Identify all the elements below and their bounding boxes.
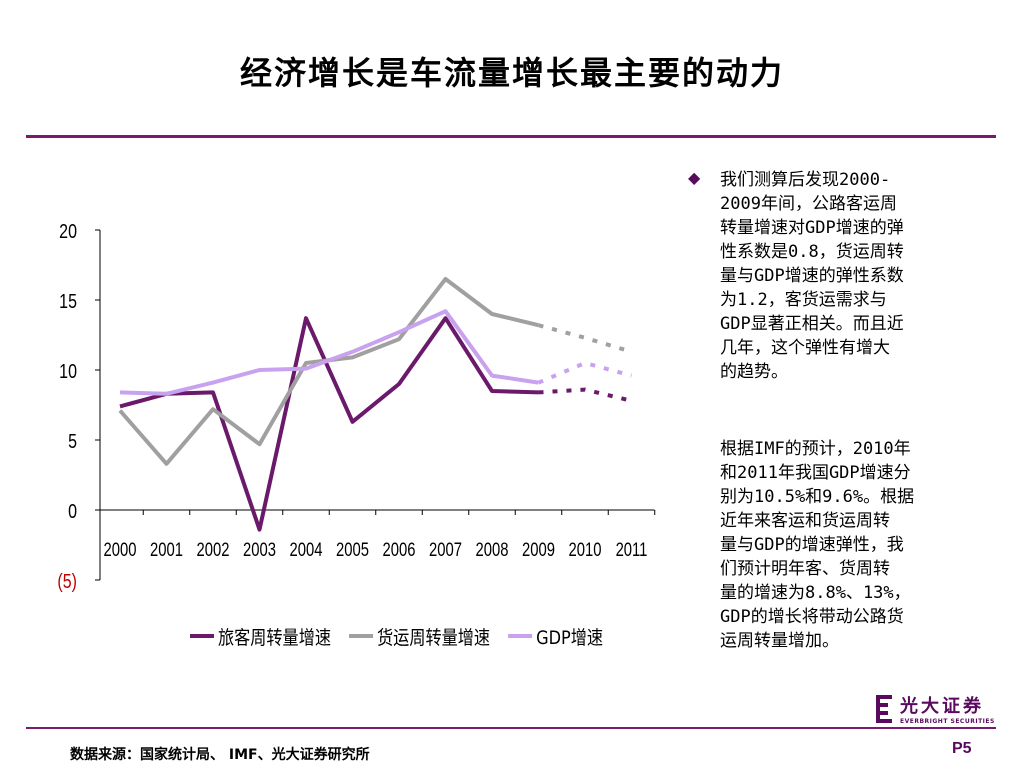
series-forecast-line	[537, 360, 633, 385]
x-tick-label: 2008	[476, 539, 509, 560]
y-tick-label: 0	[68, 500, 77, 522]
x-tick-label: 2005	[336, 539, 369, 560]
page-number: P5	[952, 740, 972, 757]
x-tick-label: 2009	[522, 539, 555, 560]
slide-title: 经济增长是车流量增长最主要的动力	[239, 54, 784, 92]
company-logo: 光大证券 EVERBRIGHT SECURITIES	[876, 692, 995, 725]
data-source-note: 数据来源：国家统计局、 IMF、光大证券研究所	[70, 747, 370, 763]
y-tick-label: 5	[68, 430, 77, 452]
y-tick-label: 20	[59, 220, 77, 242]
logo-text-en: EVERBRIGHT SECURITIES	[900, 718, 995, 725]
legend-label: 货运周转量增速	[377, 627, 490, 650]
legend-label: GDP增速	[536, 627, 603, 650]
analysis-paragraph-2: 根据IMF的预计，2010年 和2011年我国GDP增速分 别为10.5%和9.…	[720, 439, 915, 651]
y-tick-label: 15	[59, 290, 77, 312]
x-tick-label: 2003	[243, 539, 276, 560]
x-tick-label: 2007	[429, 539, 462, 560]
x-tick-label: 2006	[383, 539, 416, 560]
title-divider	[26, 135, 996, 138]
bullet-diamond-icon: ◆	[688, 168, 701, 187]
logo-mark-icon	[876, 694, 892, 723]
x-tick-label: 2002	[197, 539, 230, 560]
x-tick-label: 2011	[616, 539, 648, 560]
x-tick-label: 2001	[150, 539, 183, 560]
analysis-paragraph-1: 我们测算后发现2000- 2009年间，公路客运周 转量增速对GDP增速的弹 性…	[720, 170, 904, 382]
series-line	[119, 316, 539, 532]
y-tick-label: (5)	[57, 570, 77, 592]
x-tick-label: 2010	[569, 539, 602, 560]
line-chart: 20 15 10 5 0 (5) 2000 2001 2002 2003 2004 2005 2006 2…	[57, 220, 656, 650]
series-line	[119, 309, 539, 396]
y-tick-label: 10	[59, 360, 77, 382]
series-forecast-line	[537, 323, 633, 354]
x-tick-label: 2000	[104, 539, 137, 560]
x-tick-label: 2004	[290, 539, 323, 560]
logo-text-cn: 光大证券	[900, 696, 984, 717]
legend-label: 旅客周转量增速	[218, 627, 331, 650]
series-forecast-line	[538, 387, 632, 403]
footer-divider	[26, 727, 996, 729]
